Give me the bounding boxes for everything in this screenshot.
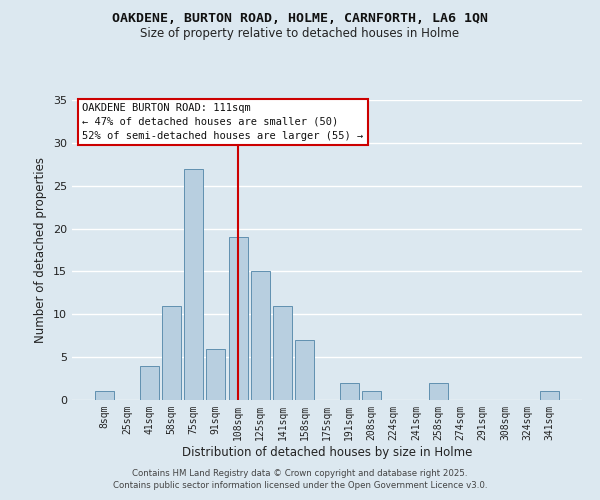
Bar — [540, 392, 559, 400]
Text: OAKDENE, BURTON ROAD, HOLME, CARNFORTH, LA6 1QN: OAKDENE, BURTON ROAD, HOLME, CARNFORTH, … — [112, 12, 488, 26]
Bar — [362, 392, 381, 400]
Bar — [229, 237, 248, 400]
Bar — [95, 392, 114, 400]
Bar — [184, 168, 203, 400]
Text: Size of property relative to detached houses in Holme: Size of property relative to detached ho… — [140, 28, 460, 40]
Text: OAKDENE BURTON ROAD: 111sqm
← 47% of detached houses are smaller (50)
52% of sem: OAKDENE BURTON ROAD: 111sqm ← 47% of det… — [82, 103, 364, 141]
Bar — [162, 306, 181, 400]
Bar — [251, 272, 270, 400]
Text: Contains public sector information licensed under the Open Government Licence v3: Contains public sector information licen… — [113, 481, 487, 490]
Y-axis label: Number of detached properties: Number of detached properties — [34, 157, 47, 343]
Text: Contains HM Land Registry data © Crown copyright and database right 2025.: Contains HM Land Registry data © Crown c… — [132, 468, 468, 477]
Bar — [140, 366, 158, 400]
Bar — [273, 306, 292, 400]
X-axis label: Distribution of detached houses by size in Holme: Distribution of detached houses by size … — [182, 446, 472, 458]
Bar — [295, 340, 314, 400]
Bar — [206, 348, 225, 400]
Bar — [340, 383, 359, 400]
Bar — [429, 383, 448, 400]
